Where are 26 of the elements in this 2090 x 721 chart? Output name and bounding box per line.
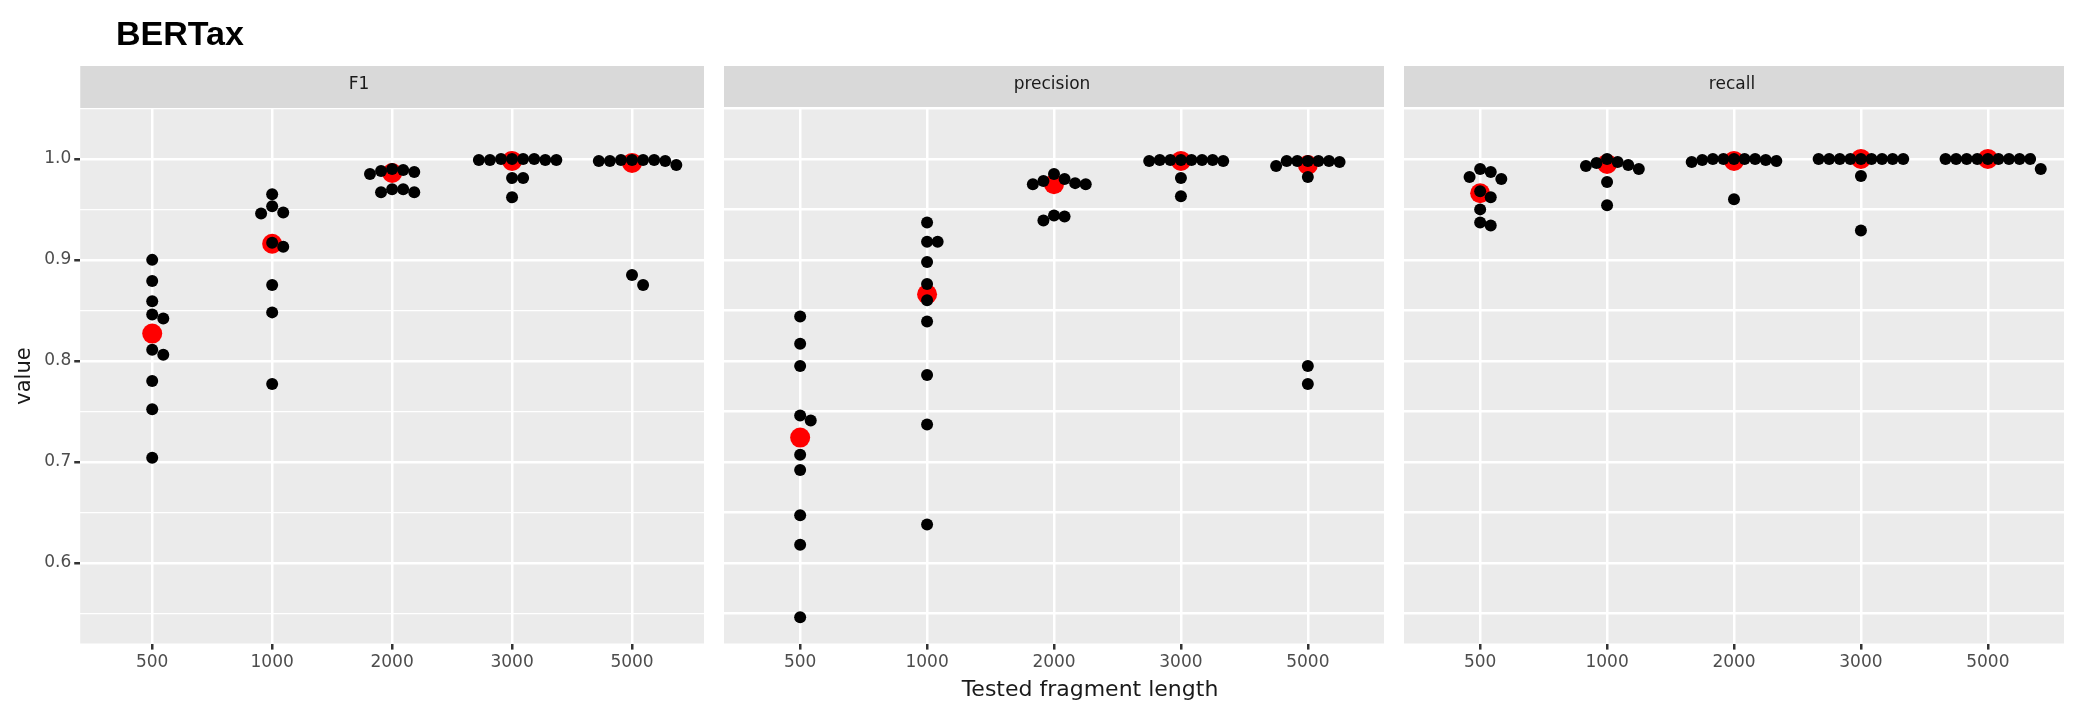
x-tick-label: 500 — [1463, 651, 1497, 672]
x-tick-label: 2000 — [1712, 651, 1756, 672]
x-tick-label: 2000 — [370, 651, 414, 672]
x-tick-label: 500 — [135, 651, 169, 672]
x-axis-title: Tested fragment length — [960, 676, 1220, 701]
x-tick-label: 5000 — [1966, 651, 2010, 672]
x-tick-label: 1000 — [250, 651, 294, 672]
x-tick-label: 3000 — [490, 651, 534, 672]
y-tick-label: 0.8 — [44, 349, 72, 370]
y-tick-label: 0.6 — [44, 551, 72, 572]
chart-subtitle: precision — [1013, 72, 1091, 93]
x-tick-label: 3000 — [1839, 651, 1883, 672]
chart-title: BERTax — [115, 13, 245, 54]
chart-subtitle: recall — [1708, 72, 1756, 93]
x-tick-label: 500 — [783, 651, 817, 672]
x-tick-label: 2000 — [1032, 651, 1076, 672]
x-tick-label: 5000 — [1286, 651, 1330, 672]
x-tick-label: 3000 — [1159, 651, 1203, 672]
y-tick-label: 1.0 — [44, 147, 72, 168]
x-tick-label: 1000 — [1585, 651, 1629, 672]
chart-subtitle: F1 — [348, 72, 370, 93]
y-tick-label: 0.9 — [44, 248, 72, 269]
x-tick-label: 5000 — [610, 651, 654, 672]
x-tick-label: 1000 — [905, 651, 949, 672]
y-axis-title: value — [11, 347, 36, 405]
y-tick-label: 0.7 — [44, 450, 72, 471]
